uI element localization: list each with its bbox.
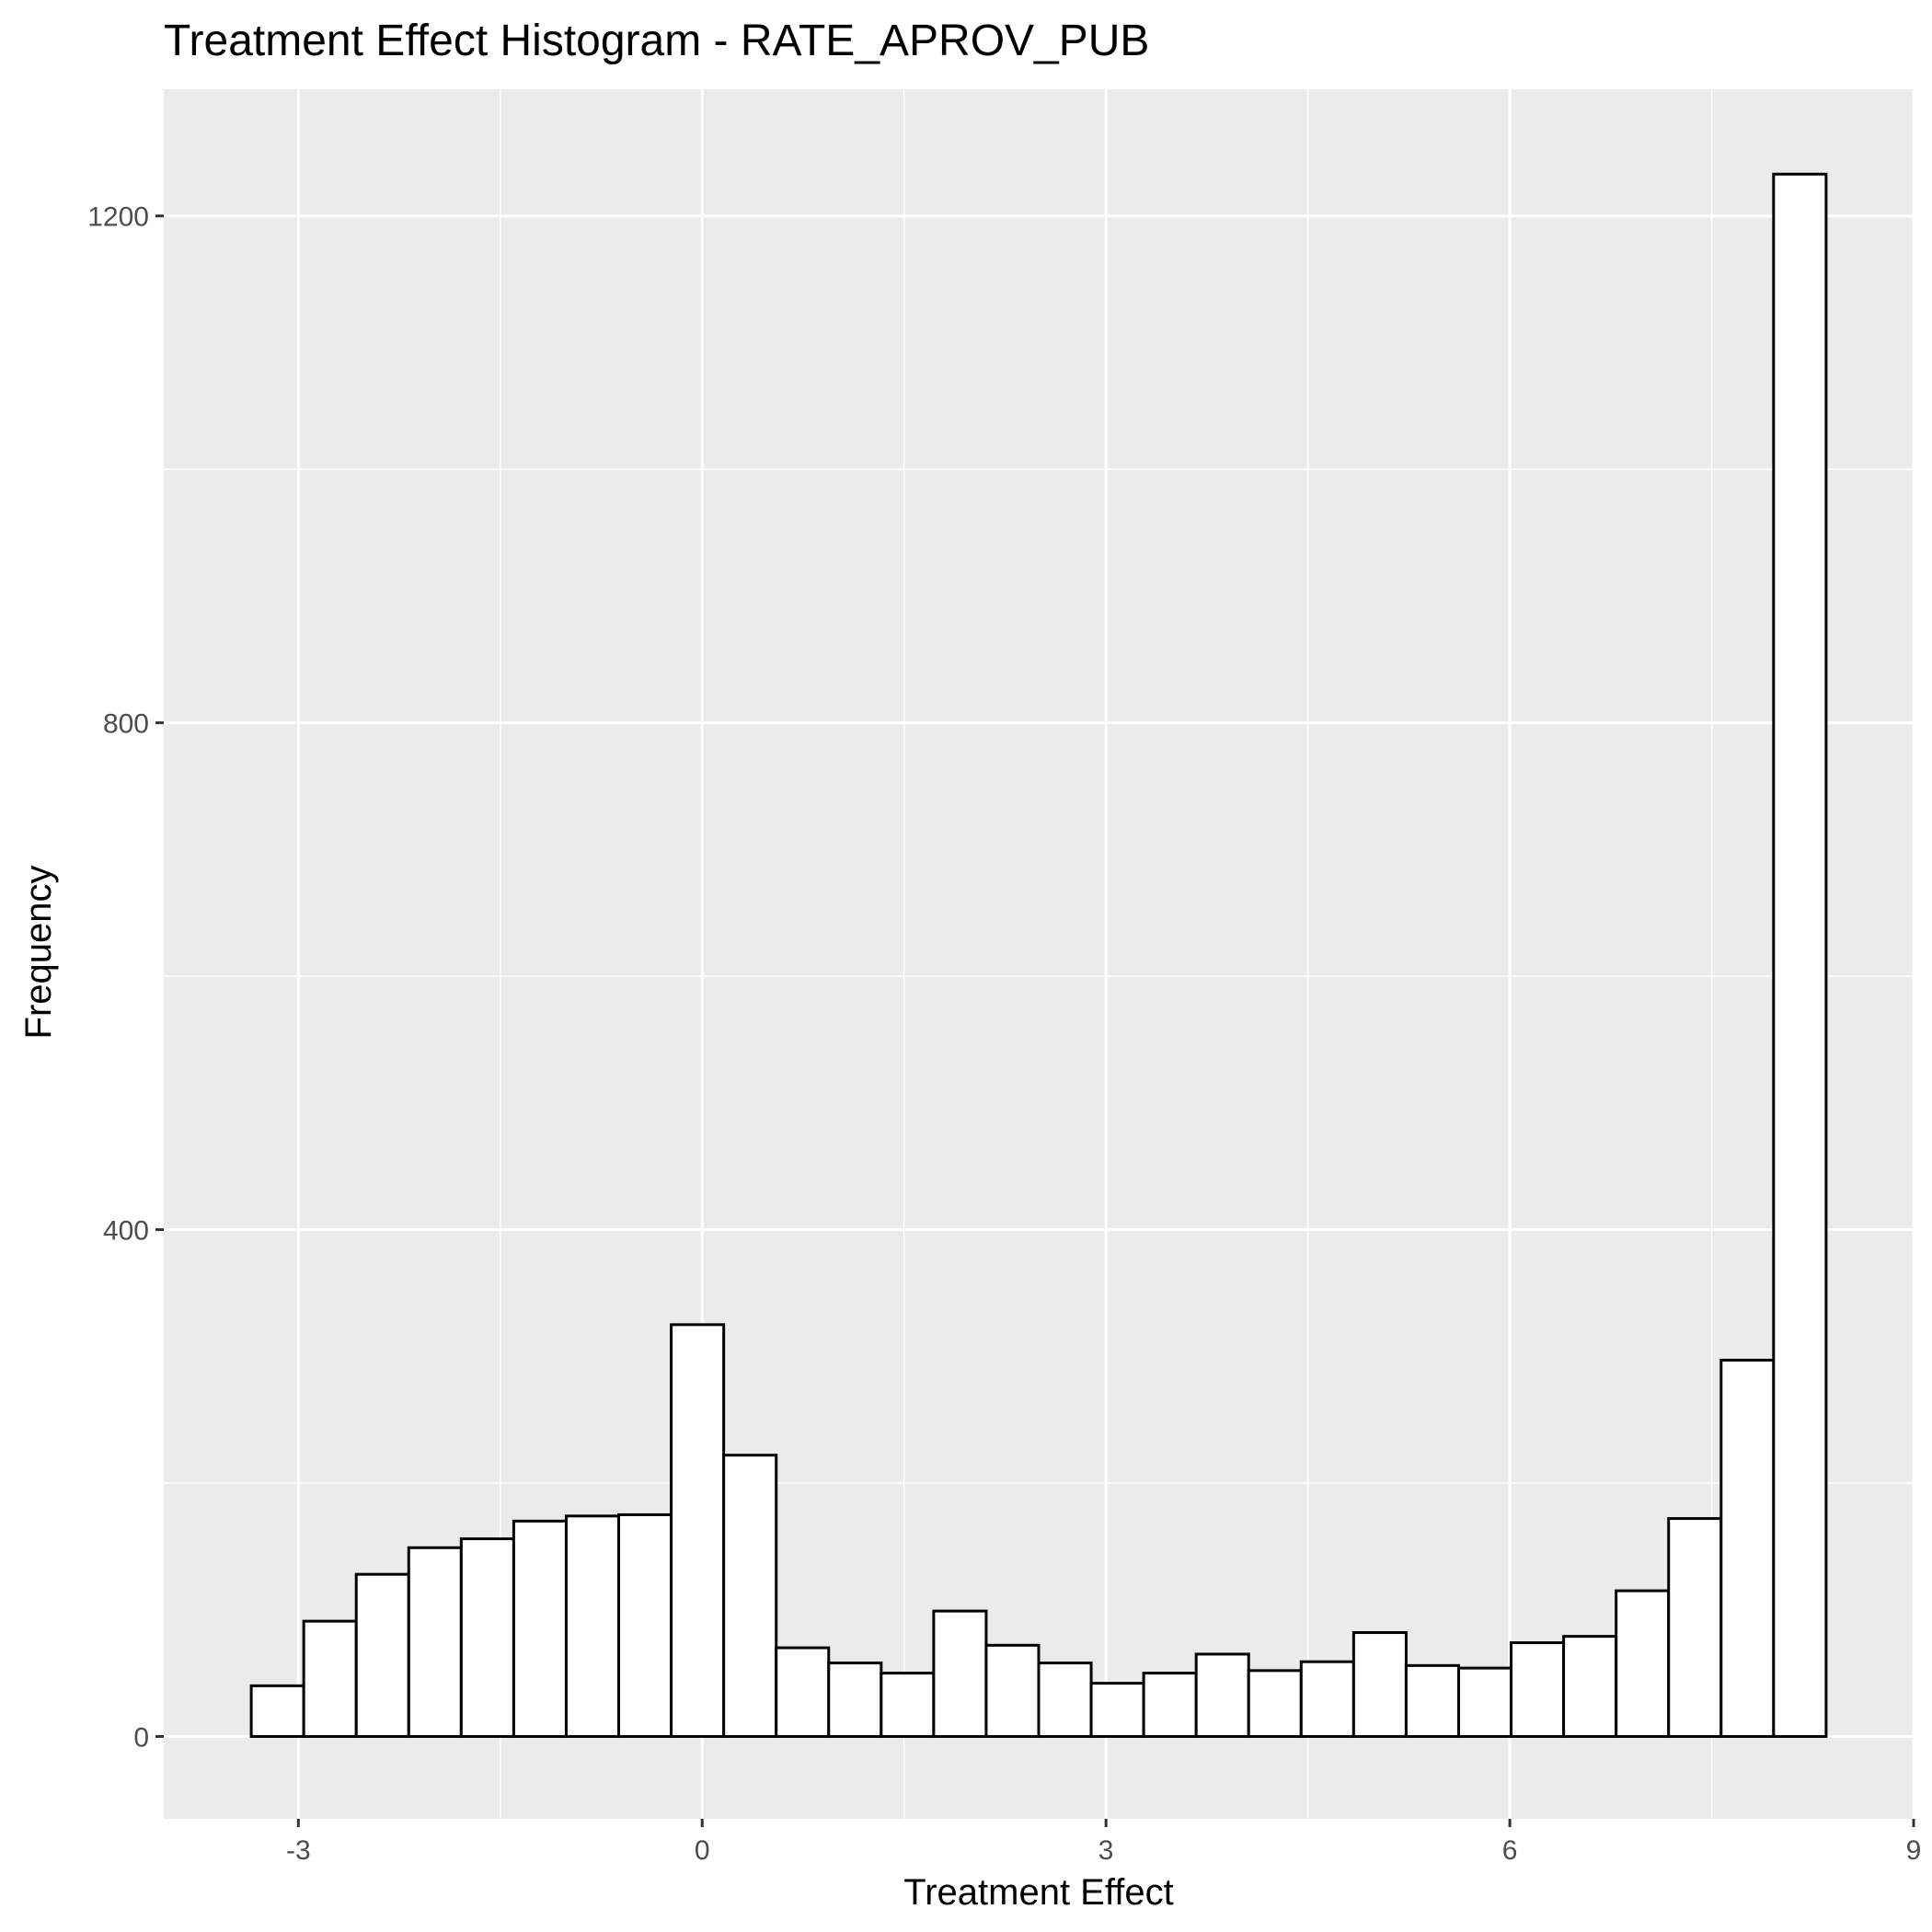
- histogram-bar: [932, 1609, 988, 1738]
- histogram-bar: [670, 1323, 726, 1738]
- histogram-bar: [1142, 1672, 1198, 1738]
- histogram-bar: [1719, 1358, 1776, 1738]
- histogram-bar: [880, 1672, 936, 1738]
- x-tick-label: -3: [286, 1835, 311, 1866]
- histogram-bar: [354, 1572, 410, 1738]
- histogram-bar: [1562, 1635, 1618, 1738]
- histogram-bar: [1194, 1652, 1250, 1738]
- histogram-bar: [775, 1646, 831, 1738]
- histogram-bar: [1510, 1641, 1566, 1738]
- histogram-bar: [459, 1537, 515, 1738]
- y-tick-label: 1200: [87, 202, 149, 233]
- plot-panel: [164, 89, 1914, 1819]
- y-axis-title: Frequency: [18, 866, 59, 1040]
- y-tick-label: 0: [133, 1722, 149, 1753]
- y-tick-label: 400: [103, 1216, 149, 1247]
- x-tick-label: 9: [1906, 1835, 1922, 1866]
- major-gridlines: [164, 89, 1915, 1819]
- x-axis-title: Treatment Effect: [903, 1872, 1173, 1913]
- histogram-bar: [1456, 1666, 1513, 1738]
- histogram-bar: [984, 1643, 1041, 1738]
- y-axis: 0 400 800 1200: [87, 202, 164, 1753]
- histogram-bar: [1089, 1682, 1145, 1738]
- histogram-bar: [1404, 1663, 1460, 1738]
- histogram-bar: [302, 1619, 358, 1738]
- chart-title: Treatment Effect Histogram - RATE_APROV_…: [164, 17, 1149, 65]
- minor-gridlines: [164, 89, 1914, 1819]
- histogram-bar: [1615, 1589, 1671, 1738]
- x-tick-label: 0: [695, 1835, 710, 1866]
- histogram-bar: [407, 1546, 463, 1738]
- x-axis: -3 0 3 6 9: [286, 1819, 1921, 1866]
- histogram-bar: [1247, 1669, 1303, 1738]
- histogram-bar: [1772, 172, 1828, 1738]
- histogram-bar: [827, 1662, 883, 1738]
- histogram-bar: [249, 1684, 305, 1738]
- histogram-bar: [1299, 1660, 1355, 1738]
- histogram-bar: [1037, 1662, 1093, 1738]
- histogram-bar: [564, 1514, 621, 1738]
- histogram-bar: [512, 1519, 568, 1738]
- histogram-bars: [249, 172, 1828, 1738]
- x-tick-label: 6: [1502, 1835, 1518, 1866]
- y-tick-label: 800: [103, 709, 149, 740]
- histogram-bar: [1667, 1517, 1723, 1738]
- x-tick-label: 3: [1098, 1835, 1114, 1866]
- histogram-bar: [617, 1512, 673, 1738]
- histogram-bar: [1351, 1631, 1408, 1738]
- histogram-bar: [722, 1454, 778, 1738]
